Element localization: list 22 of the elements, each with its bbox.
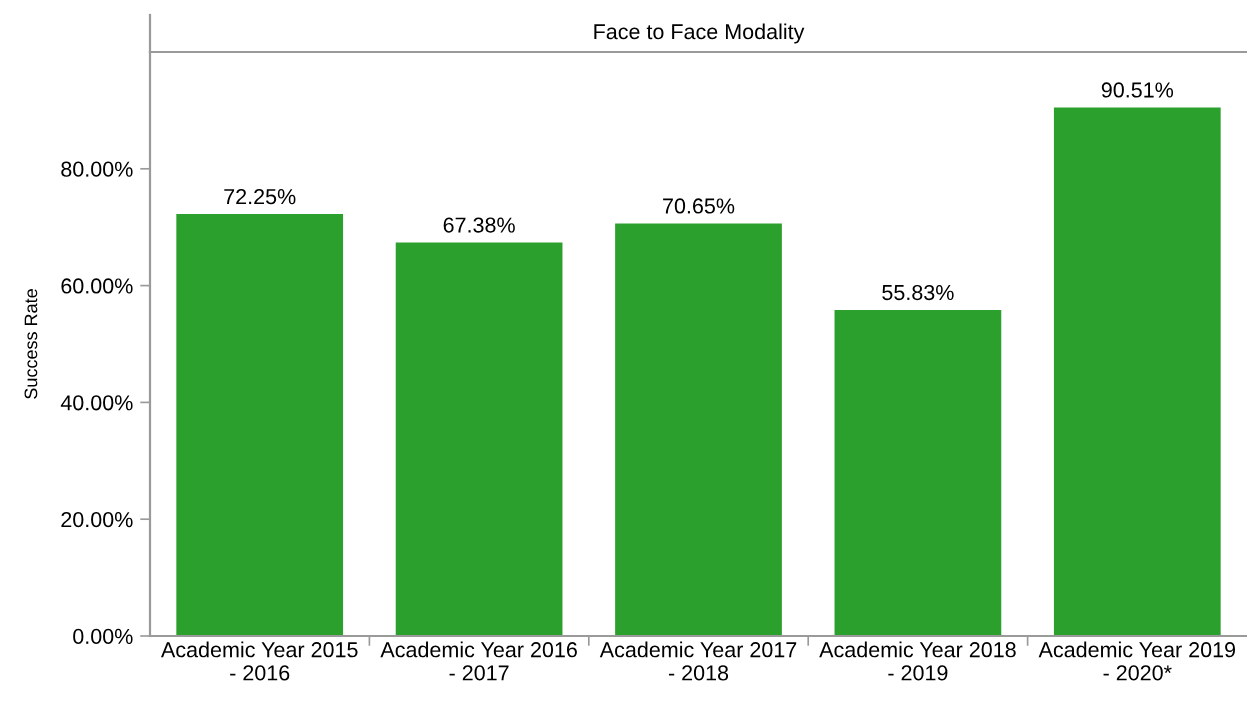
bar xyxy=(395,242,563,636)
data-label: 70.65% xyxy=(663,198,735,214)
bar xyxy=(176,214,344,636)
bar xyxy=(1053,107,1221,636)
chart-title: Face to Face Modality xyxy=(594,23,805,44)
y-tick-label: 60.00% xyxy=(61,278,133,294)
y-tick-label: 40.00% xyxy=(60,395,133,411)
bar xyxy=(834,309,1002,636)
y-tick-label: 80.00% xyxy=(61,161,133,177)
x-tick-label: Academic Year 2016 - 2017 xyxy=(380,641,577,681)
data-label: 72.25% xyxy=(224,189,296,205)
y-tick-label: 0.00% xyxy=(73,628,133,645)
bar xyxy=(615,223,782,636)
y-axis-title: Success Rate xyxy=(24,289,38,399)
data-label: 55.83% xyxy=(882,284,954,301)
data-label: 67.38% xyxy=(443,217,515,233)
x-tick-label: Academic Year 2015 - 2016 xyxy=(161,641,358,681)
x-tick-label: Academic Year 2018 - 2019 xyxy=(819,641,1016,681)
y-tick-label: 20.00% xyxy=(61,511,133,528)
x-tick-label: Academic Year 2019 - 2020* xyxy=(1038,641,1236,681)
x-tick-label: Academic Year 2017 - 2018 xyxy=(599,641,797,681)
data-label: 90.51% xyxy=(1101,82,1174,98)
